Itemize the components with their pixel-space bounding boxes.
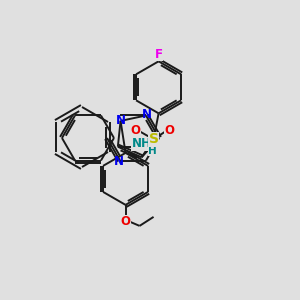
Text: H: H — [148, 146, 157, 156]
Text: NH: NH — [132, 137, 152, 150]
Text: O: O — [121, 215, 130, 228]
Text: S: S — [148, 132, 159, 146]
Text: N: N — [142, 108, 152, 121]
Text: O: O — [130, 124, 141, 137]
Text: N: N — [114, 155, 124, 168]
Text: O: O — [165, 124, 175, 137]
Text: N: N — [116, 114, 126, 128]
Text: F: F — [154, 48, 163, 61]
